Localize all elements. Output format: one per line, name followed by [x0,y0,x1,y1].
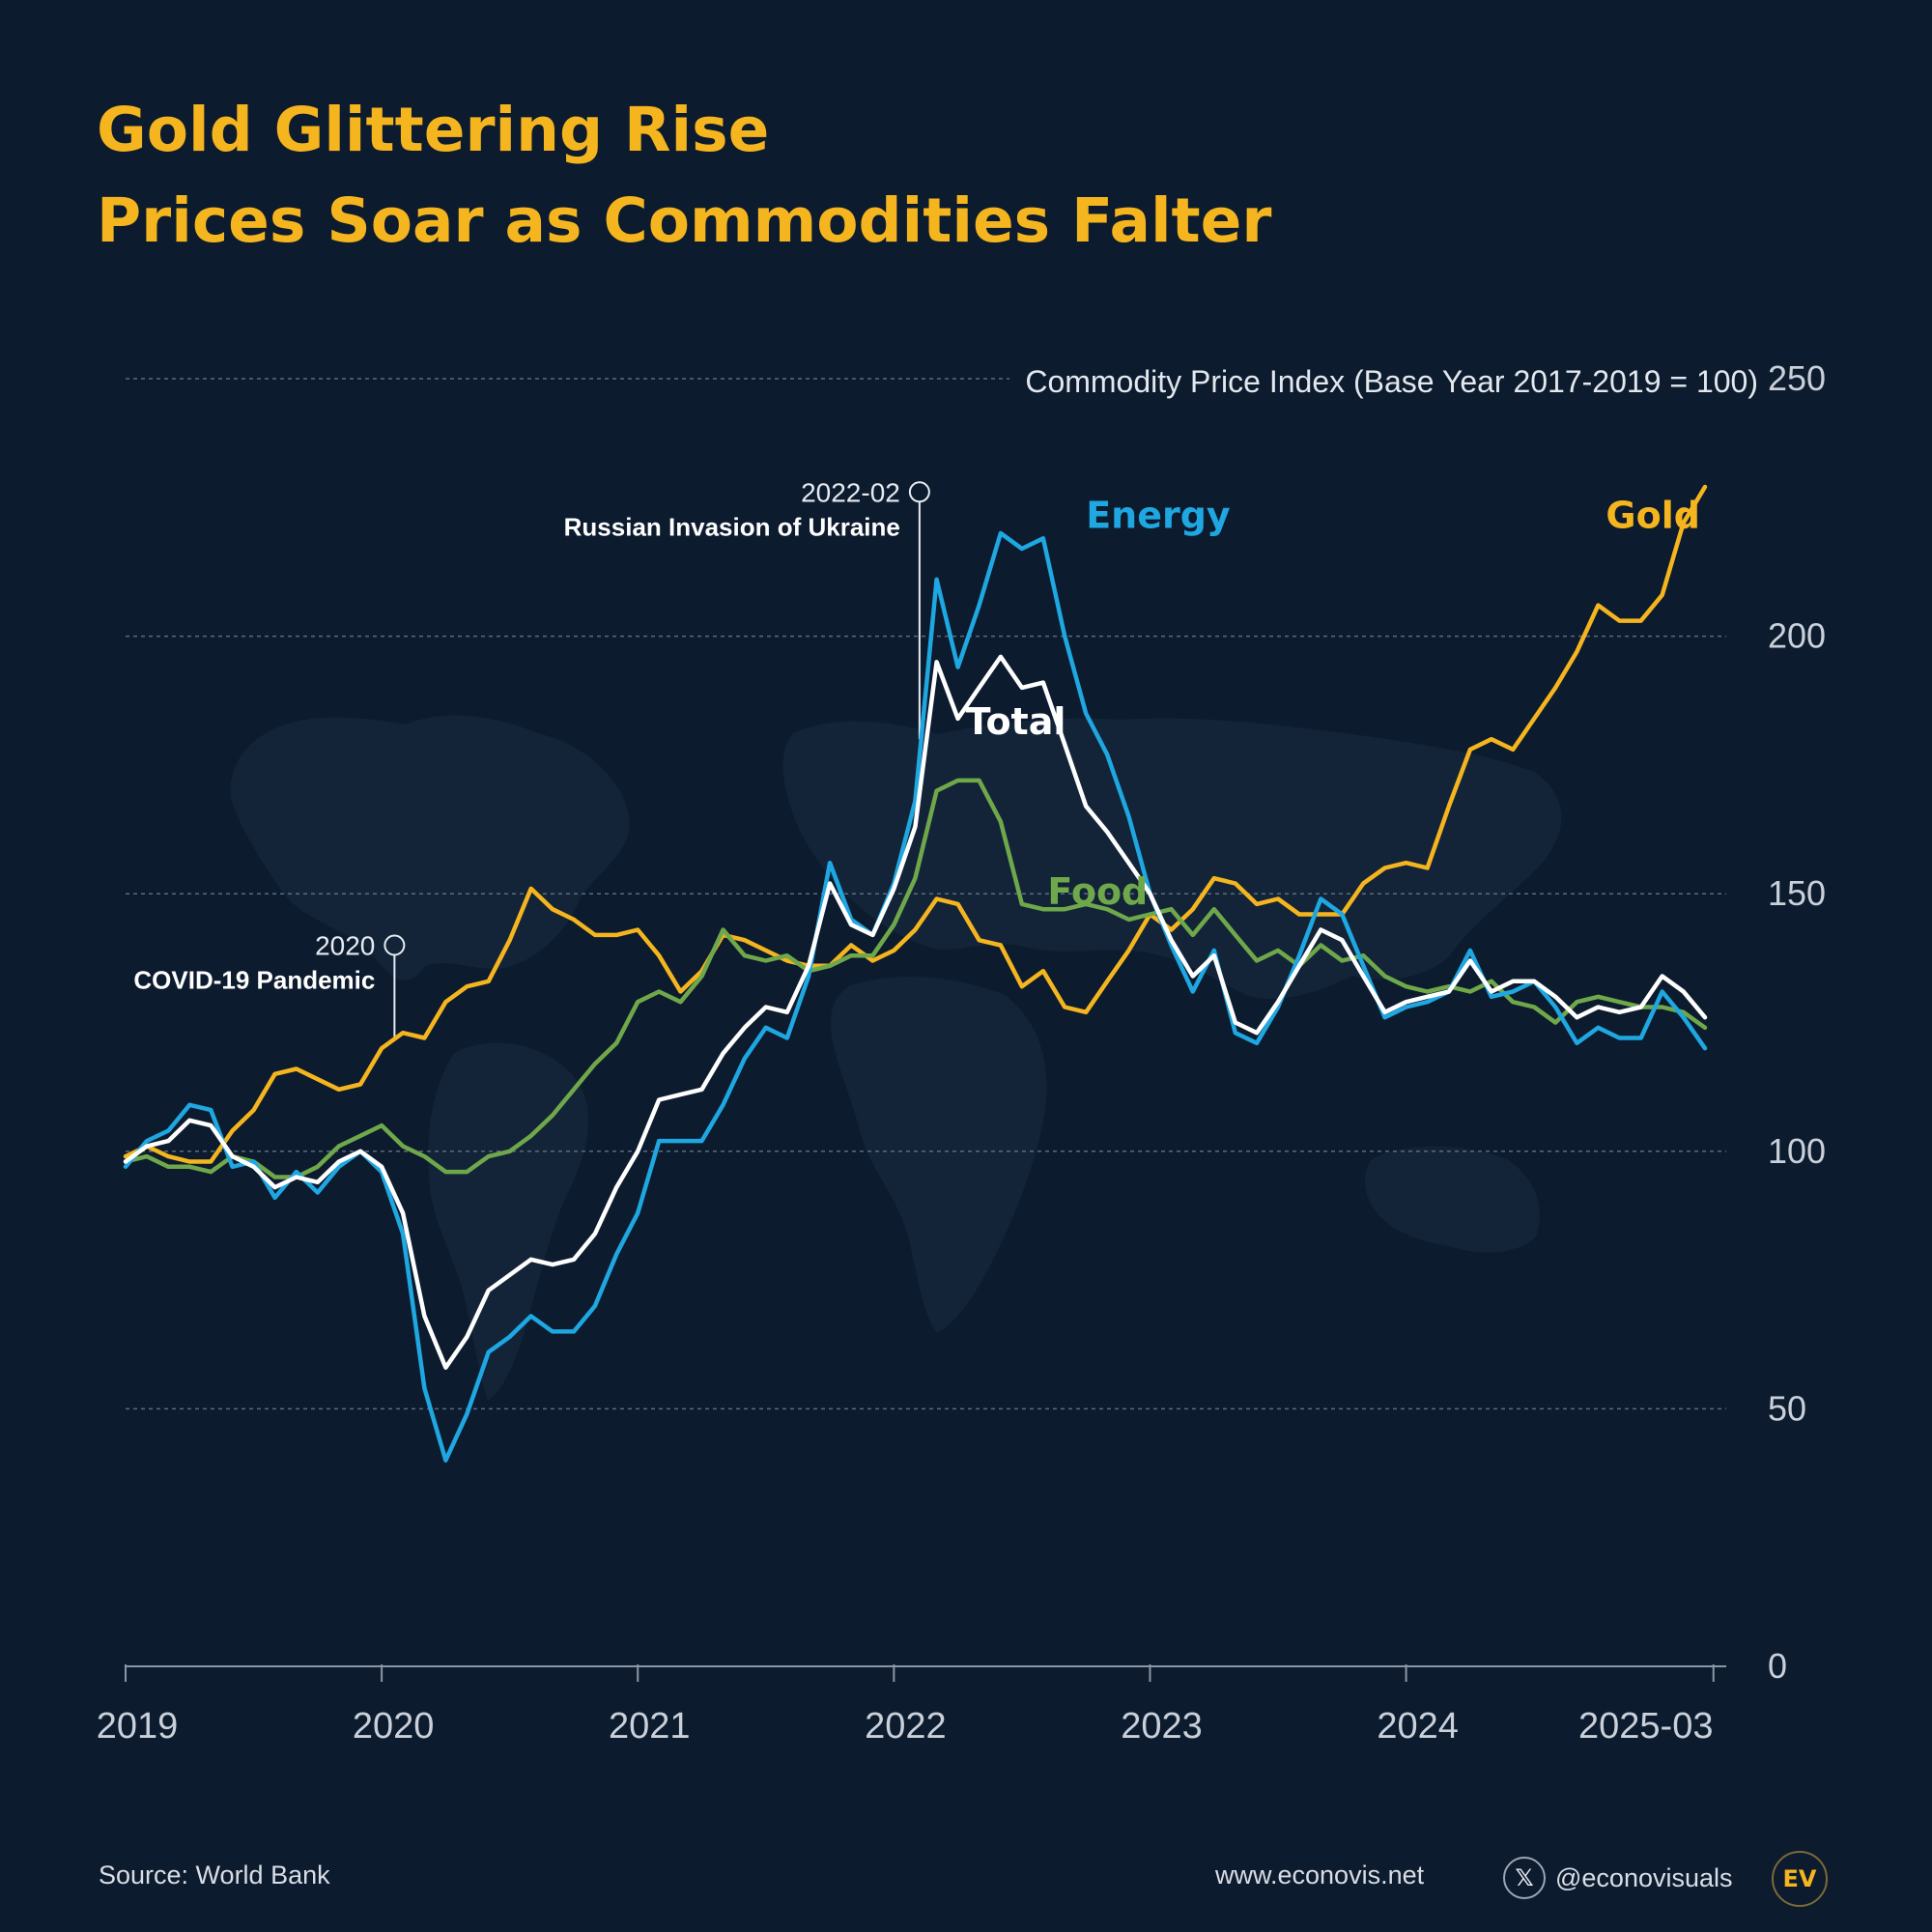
x-tick-label-2021: 2021 [609,1706,691,1747]
x-tick-label-2020: 2020 [353,1706,435,1747]
covid-event-label: COVID-19 Pandemic [133,966,375,995]
series-line-gold [123,484,1708,1164]
covid-date-label: 2020 [315,931,375,961]
invasion-date-label: 2022-02 [801,477,900,507]
x-tick-label-2023: 2023 [1121,1706,1203,1747]
y-tick-label-100: 100 [1768,1131,1826,1171]
series-label-food: Food [1047,870,1148,913]
annotations: 2022-02 Russian Invasion of Ukraine 2020 CO… [133,477,930,1038]
grid-lines [126,378,1726,1410]
invasion-marker-circle [908,481,930,503]
title-line-1: Gold Glittering Rise [97,95,770,165]
series-line-food [123,778,1708,1179]
y-tick-label-200: 200 [1768,616,1826,656]
series-lines [123,484,1708,1463]
y-tick-label-50: 50 [1768,1388,1806,1428]
source-note: Source: World Bank [99,1861,330,1889]
invasion-event-label: Russian Invasion of Ukraine [564,512,900,541]
y-axis-title: Commodity Price Index (Base Year 2017-20… [1025,364,1758,399]
y-tick-label-150: 150 [1768,873,1826,913]
y-tick-label-250: 250 [1768,358,1826,398]
social-handle[interactable]: 𝕏 @econovisuals [1503,1857,1733,1899]
series-line-total [123,654,1708,1370]
x-tick-label-2022: 2022 [865,1706,947,1747]
y-axis: 0 50 100 150 200 250 [1768,358,1826,1686]
covid-marker-circle [384,934,406,956]
title-line-2: Prices Soar as Commodities Falter [97,185,1272,256]
series-label-energy: Energy [1086,495,1231,537]
x-logo-icon: 𝕏 [1503,1857,1546,1899]
x-tick-label-2024: 2024 [1377,1706,1459,1747]
website-link[interactable]: www.econovis.net [1215,1861,1425,1889]
series-label-gold: Gold [1605,495,1700,537]
x-axis: 2019 2020 2021 2022 2023 2024 2025-03 [97,1664,1726,1747]
social-handle-text: @econovisuals [1555,1862,1733,1892]
econovis-logo: EV [1772,1851,1828,1907]
x-tick-label-2025-03: 2025-03 [1578,1706,1713,1747]
world-map-background [230,715,1562,1401]
y-tick-label-0: 0 [1768,1646,1787,1686]
series-labels: Gold Energy Total Food [966,495,1700,913]
series-label-total: Total [966,700,1066,743]
x-tick-label-2019: 2019 [97,1706,179,1747]
